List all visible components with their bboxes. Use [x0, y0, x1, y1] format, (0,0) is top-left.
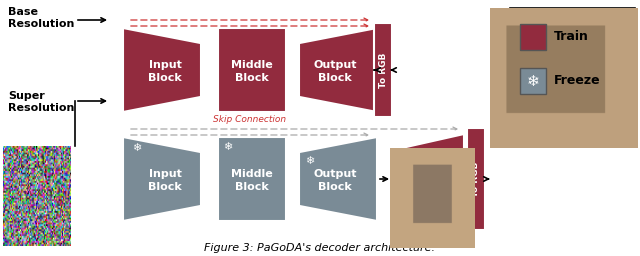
Text: Output: Output [313, 169, 356, 179]
Bar [218, 137, 286, 221]
Text: To RGB: To RGB [472, 161, 481, 197]
Bar [374, 23, 392, 117]
Bar [510, 8, 635, 108]
Text: ❄: ❄ [527, 73, 540, 89]
Text: Block: Block [408, 182, 442, 192]
Text: Block: Block [235, 182, 269, 192]
Text: Block: Block [148, 182, 182, 192]
Bar [467, 128, 485, 230]
Polygon shape [299, 137, 377, 221]
Text: Input: Input [148, 60, 181, 70]
Polygon shape [299, 28, 377, 112]
Text: Block: Block [235, 73, 269, 83]
Text: Skip Connection: Skip Connection [213, 115, 287, 124]
Text: Resolution: Resolution [8, 19, 74, 29]
Text: Freeze: Freeze [554, 74, 600, 88]
Bar [218, 28, 286, 112]
Polygon shape [123, 28, 201, 112]
Text: Figure 3: PaGoDA's decoder architecture.: Figure 3: PaGoDA's decoder architecture. [205, 243, 435, 253]
Text: ❄: ❄ [132, 143, 141, 153]
Text: Output: Output [403, 169, 447, 179]
Bar [520, 68, 546, 94]
Text: To RGB: To RGB [378, 52, 387, 88]
Text: Resolution: Resolution [8, 103, 74, 113]
Bar [520, 24, 546, 50]
Polygon shape [392, 134, 464, 224]
Text: Block: Block [148, 73, 182, 83]
Text: Middle: Middle [231, 169, 273, 179]
Text: Middle: Middle [231, 60, 273, 70]
Text: Super: Super [8, 91, 45, 101]
Polygon shape [123, 137, 201, 221]
Text: ❄: ❄ [305, 156, 314, 166]
Text: Block: Block [318, 182, 352, 192]
Text: Output: Output [313, 60, 356, 70]
Text: Input: Input [148, 169, 181, 179]
Text: Block: Block [318, 73, 352, 83]
Text: Base: Base [8, 7, 38, 17]
Text: ❄: ❄ [223, 142, 232, 152]
Text: Train: Train [554, 30, 589, 44]
